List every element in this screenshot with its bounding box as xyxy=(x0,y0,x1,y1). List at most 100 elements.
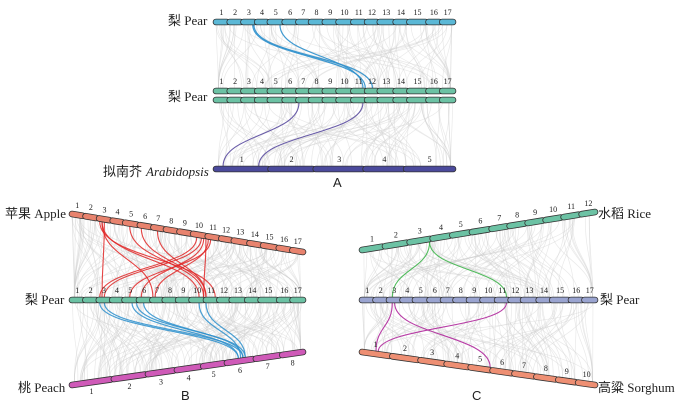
chromosome-number: 8 xyxy=(459,286,463,295)
chromosome-number: 6 xyxy=(288,77,292,86)
synteny-link xyxy=(420,102,451,167)
synteny-link xyxy=(337,102,352,167)
chromosome-number: 8 xyxy=(515,211,519,220)
synteny-link xyxy=(114,224,170,298)
synteny-link xyxy=(370,302,416,351)
synteny-link xyxy=(504,302,547,376)
synteny-link xyxy=(363,250,380,298)
synteny-link xyxy=(523,302,564,378)
synteny-link xyxy=(428,302,471,365)
synteny-link xyxy=(72,302,79,382)
synteny-link xyxy=(529,225,579,298)
synteny-link xyxy=(187,243,236,298)
synteny-link xyxy=(75,302,214,362)
synteny-link xyxy=(435,102,441,167)
synteny-link xyxy=(224,24,271,89)
chromosome-number: 3 xyxy=(430,348,434,357)
synteny-link xyxy=(236,102,327,167)
synteny-link xyxy=(254,247,272,298)
synteny-link xyxy=(366,24,430,89)
panel-a-letter: A xyxy=(333,175,342,190)
synteny-link xyxy=(326,24,378,89)
synteny-link xyxy=(78,235,188,298)
chromosome-number: 9 xyxy=(533,208,537,217)
panel-b-pear-label: 梨 Pear xyxy=(25,292,65,307)
chromosome-number: 16 xyxy=(430,77,438,86)
synteny-link xyxy=(205,302,246,358)
synteny-link xyxy=(101,248,267,298)
synteny-link xyxy=(385,102,416,167)
chromosome-number: 10 xyxy=(340,8,348,17)
synteny-link xyxy=(379,250,429,298)
synteny-link xyxy=(276,102,325,167)
synteny-link xyxy=(106,302,120,378)
chromosome-bar xyxy=(69,211,86,219)
synteny-link xyxy=(394,302,491,368)
chromosome-number: 7 xyxy=(155,286,159,295)
synteny-link xyxy=(243,245,286,298)
synteny-link xyxy=(231,243,287,298)
synteny-link xyxy=(221,102,232,167)
synteny-link xyxy=(418,243,427,298)
synteny-link xyxy=(218,24,237,89)
synteny-link xyxy=(77,224,116,298)
synteny-link xyxy=(84,302,89,381)
synteny-link xyxy=(311,102,345,167)
synteny-link xyxy=(311,102,324,167)
synteny-link xyxy=(222,302,279,361)
synteny-link xyxy=(81,302,112,381)
synteny-link xyxy=(464,236,533,298)
synteny-link xyxy=(505,302,511,370)
synteny-link xyxy=(265,302,302,355)
chromosome-bar xyxy=(279,349,306,358)
synteny-link xyxy=(495,222,552,298)
chromosome-number: 9 xyxy=(181,286,185,295)
synteny-link xyxy=(263,102,282,167)
synteny-link xyxy=(113,223,179,298)
synteny-link xyxy=(265,248,272,298)
synteny-link xyxy=(71,217,100,298)
chromosome-number: 9 xyxy=(565,367,569,376)
synteny-link xyxy=(424,241,435,298)
synteny-link xyxy=(218,24,225,89)
synteny-link xyxy=(379,302,439,360)
synteny-link xyxy=(78,218,98,298)
synteny-link xyxy=(249,246,258,298)
synteny-link xyxy=(98,302,157,379)
synteny-link xyxy=(164,302,204,364)
panel-a-pear-middle-label: 梨 Pear xyxy=(168,89,208,104)
synteny-link xyxy=(272,24,443,89)
synteny-link xyxy=(366,218,574,298)
synteny-link xyxy=(213,240,265,298)
synteny-link xyxy=(446,239,496,298)
synteny-link xyxy=(216,302,258,356)
synteny-link xyxy=(94,220,116,298)
synteny-link xyxy=(128,239,207,298)
synteny-link xyxy=(252,24,366,89)
chromosome-bar xyxy=(177,229,193,236)
synteny-link xyxy=(284,252,302,298)
synteny-link xyxy=(426,24,440,89)
synteny-link xyxy=(381,302,396,352)
synteny-link xyxy=(73,218,85,298)
synteny-link xyxy=(573,302,590,382)
synteny-link xyxy=(80,302,194,381)
synteny-link xyxy=(174,233,230,298)
synteny-link xyxy=(345,102,421,167)
synteny-link xyxy=(248,254,299,298)
synteny-link xyxy=(266,302,284,352)
synteny-link xyxy=(73,302,102,382)
synteny-link xyxy=(528,302,573,373)
synteny-link xyxy=(228,302,260,360)
synteny-link xyxy=(465,302,474,365)
synteny-link xyxy=(281,24,295,89)
synteny-link xyxy=(259,302,294,356)
chromosome-number: 15 xyxy=(264,286,272,295)
synteny-link xyxy=(73,302,100,382)
synteny-link xyxy=(364,247,398,298)
synteny-link xyxy=(473,234,513,298)
synteny-link xyxy=(105,302,161,370)
synteny-link xyxy=(363,302,388,350)
synteny-link xyxy=(147,302,163,370)
synteny-link xyxy=(370,102,393,167)
